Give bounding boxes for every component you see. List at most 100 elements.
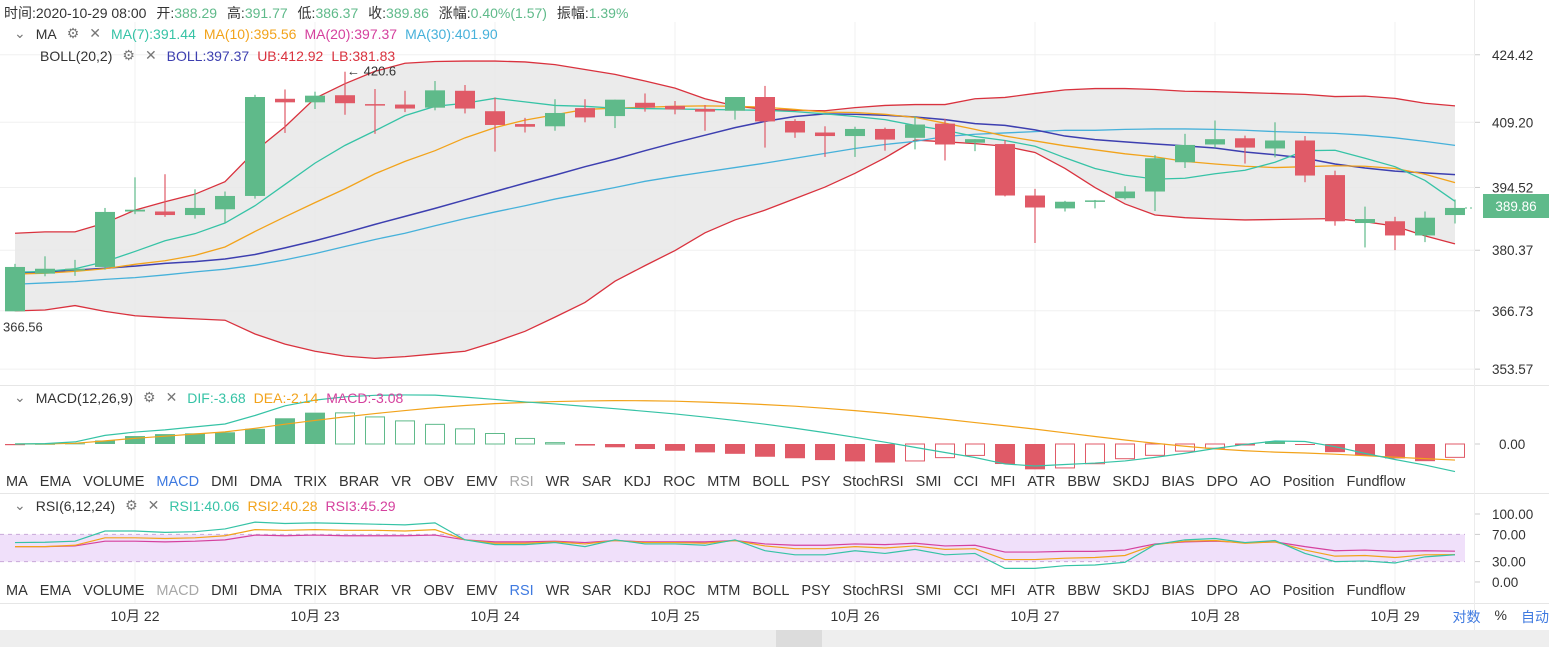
boll-settings-gear-icon[interactable]: ⚙ [122,47,135,63]
tab-ao[interactable]: AO [1249,474,1271,490]
candle [1115,186,1135,200]
candle-body [1295,140,1315,176]
sub-tab-ma[interactable]: MA [6,583,28,599]
collapse-chevron-icon[interactable]: ⌄ [14,25,26,41]
sub-tab-mfi[interactable]: MFI [990,583,1016,599]
tab-rsi[interactable]: RSI [509,474,534,490]
tab-brar[interactable]: BRAR [338,474,380,490]
sub-tab-ema[interactable]: EMA [39,583,72,599]
tab-ema[interactable]: EMA [39,474,72,490]
time-scrollbar[interactable] [0,630,1549,647]
sub-tab-brar[interactable]: BRAR [338,583,380,599]
tab-boll[interactable]: BOLL [752,474,790,490]
rsi-close-icon[interactable]: ✕ [147,497,160,513]
indicator-tabs-main: MA EMA VOLUME MACD DMI DMA TRIX BRAR VR OBV EMV RSI… [0,469,1411,495]
price-tick-label: 409.20 [1492,115,1533,130]
sub-tab-dpo[interactable]: DPO [1206,583,1238,599]
sub-tab-skdj[interactable]: SKDJ [1112,583,1150,599]
tab-mtm[interactable]: MTM [707,474,741,490]
ohlc-header: 时间:2020-10-29 08:00 开:388.29 高:391.77 低:… [4,3,634,23]
log-scale-toggle[interactable]: 对数 [1452,609,1481,625]
tab-stochrsi[interactable]: StochRSI [842,474,904,490]
candle-body [695,108,715,112]
ma-settings-gear-icon[interactable]: ⚙ [66,25,80,41]
macd-close-icon[interactable]: ✕ [165,389,178,405]
boll-close-icon[interactable]: ✕ [144,47,157,63]
sub-tab-wr[interactable]: WR [545,583,570,599]
tab-macd[interactable]: MACD [156,474,200,490]
tab-obv[interactable]: OBV [423,474,455,490]
tab-trix[interactable]: TRIX [293,474,327,490]
x-tick-label: 10月 23 [290,608,339,624]
sub-tab-bbw[interactable]: BBW [1067,583,1101,599]
tab-atr[interactable]: ATR [1027,474,1056,490]
tab-fundflow[interactable]: Fundflow [1346,474,1406,490]
tab-bias[interactable]: BIAS [1161,474,1195,490]
tab-wr[interactable]: WR [545,474,570,490]
sub-tab-atr[interactable]: ATR [1027,583,1056,599]
x-tick-label: 10月 28 [1190,608,1239,624]
sub-tab-roc[interactable]: ROC [663,583,696,599]
tab-dmi[interactable]: DMI [211,474,238,490]
sub-tab-kdj[interactable]: KDJ [623,583,652,599]
candle [635,93,655,112]
tab-vr[interactable]: VR [391,474,412,490]
sub-tab-macd[interactable]: MACD [156,583,200,599]
sub-tab-mtm[interactable]: MTM [707,583,741,599]
tab-smi[interactable]: SMI [915,474,942,490]
tab-dma[interactable]: DMA [249,474,282,490]
macd-collapse-chevron-icon[interactable]: ⌄ [14,389,26,405]
sub-tab-sar[interactable]: SAR [581,583,612,599]
tab-dpo[interactable]: DPO [1206,474,1238,490]
rsi-settings-gear-icon[interactable]: ⚙ [125,497,138,513]
tab-mfi[interactable]: MFI [990,474,1016,490]
macd-histogram-bar [1025,444,1045,470]
tab-volume[interactable]: VOLUME [83,474,145,490]
tab-psy[interactable]: PSY [801,474,831,490]
percent-scale-toggle[interactable]: % [1494,607,1507,623]
sub-tab-trix[interactable]: TRIX [293,583,327,599]
tab-emv[interactable]: EMV [466,474,498,490]
macd-legend: ⌄ MACD(12,26,9) ⚙ ✕ DIF:-3.68 DEA:-2.14 … [14,389,411,406]
sub-tab-volume[interactable]: VOLUME [83,583,145,599]
auto-scale-toggle[interactable]: 自动 [1521,609,1549,625]
tab-ma[interactable]: MA [6,474,28,490]
sub-tab-obv[interactable]: OBV [423,583,455,599]
sub-tab-bias[interactable]: BIAS [1161,583,1195,599]
sub-tab-stochrsi[interactable]: StochRSI [842,583,904,599]
macd-settings-gear-icon[interactable]: ⚙ [143,389,156,405]
candle-body [665,105,685,110]
candle-body [965,139,985,143]
macd-histogram-bar [965,443,985,456]
sub-tab-rsi[interactable]: RSI [509,583,534,599]
macd-histogram-bar [335,412,355,445]
macd-dif-value: DIF:-3.68 [187,389,246,406]
sub-tab-position[interactable]: Position [1282,583,1335,599]
sub-tab-vr[interactable]: VR [391,583,412,599]
tab-skdj[interactable]: SKDJ [1112,474,1150,490]
candle [305,91,325,109]
tab-sar[interactable]: SAR [581,474,612,490]
sub-tab-emv[interactable]: EMV [466,583,498,599]
sub-tab-smi[interactable]: SMI [915,583,942,599]
candle [1085,199,1105,209]
tab-cci[interactable]: CCI [953,474,979,490]
sub-tab-cci[interactable]: CCI [953,583,979,599]
rsi-collapse-chevron-icon[interactable]: ⌄ [14,497,26,513]
scroll-handle[interactable] [776,630,822,647]
sub-tab-fundflow[interactable]: Fundflow [1346,583,1406,599]
sub-tab-dma[interactable]: DMA [249,583,282,599]
sub-tab-dmi[interactable]: DMI [211,583,238,599]
ma-close-icon[interactable]: ✕ [89,25,102,41]
tab-position[interactable]: Position [1282,474,1335,490]
tab-bbw[interactable]: BBW [1067,474,1101,490]
sub-tab-psy[interactable]: PSY [801,583,831,599]
candle [35,256,55,277]
candle [485,97,505,152]
sub-tab-boll[interactable]: BOLL [752,583,790,599]
tab-roc[interactable]: ROC [663,474,696,490]
candle [845,126,865,157]
sub-tab-ao[interactable]: AO [1249,583,1271,599]
tab-kdj[interactable]: KDJ [623,474,652,490]
